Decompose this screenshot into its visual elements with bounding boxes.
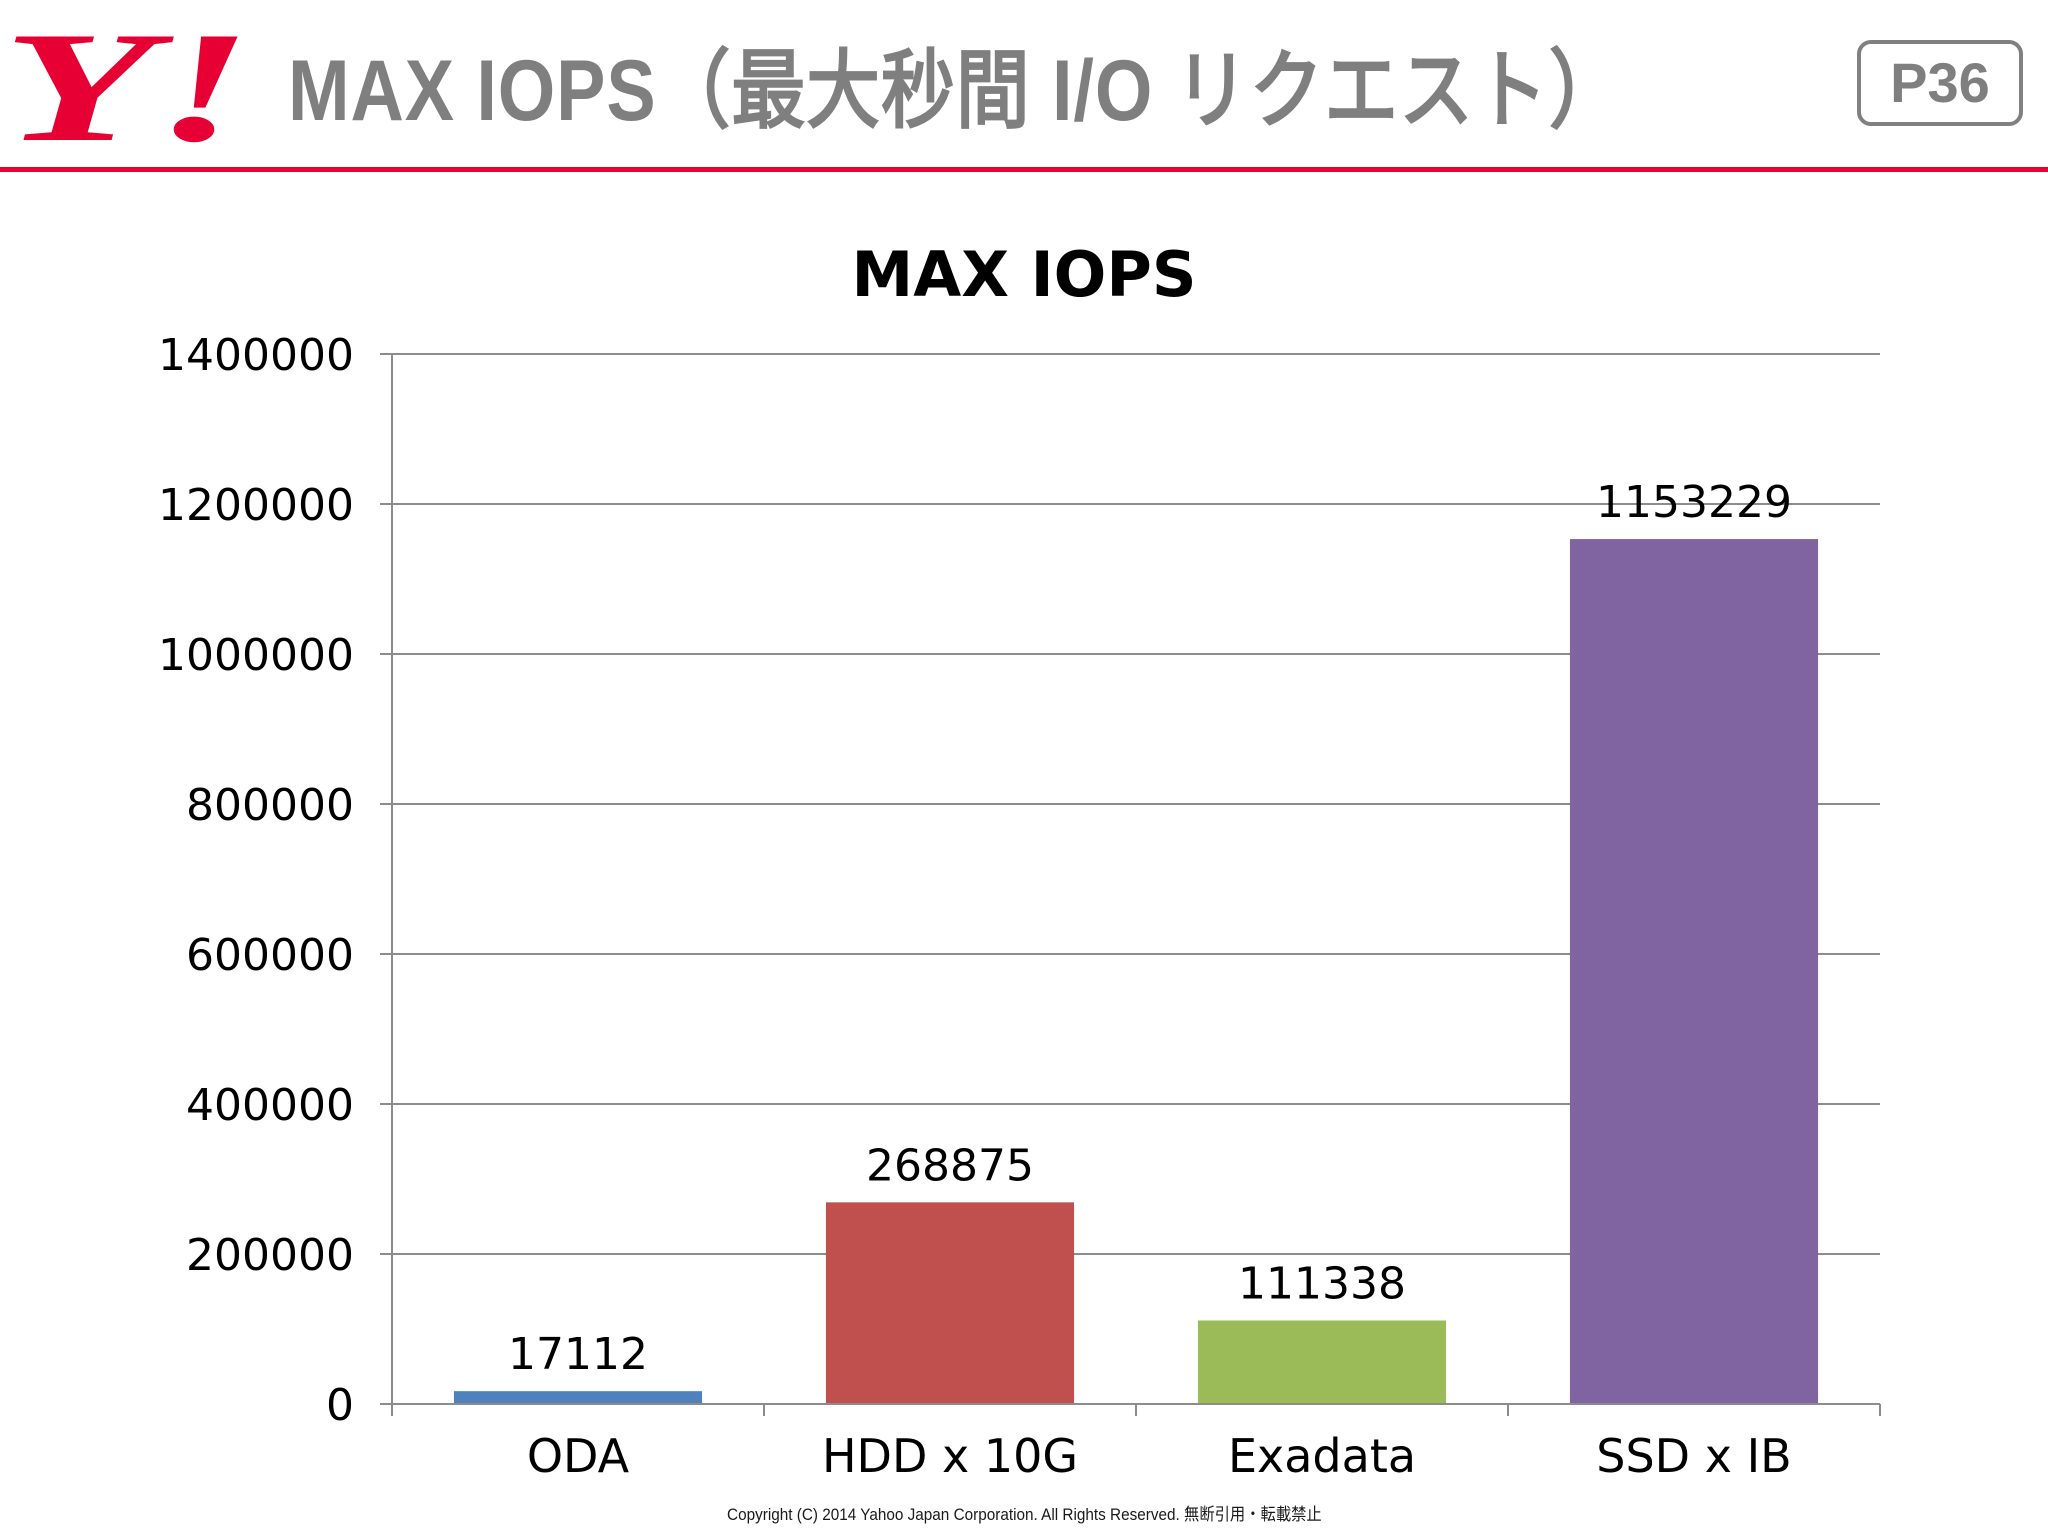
- yahoo-logo: Y!: [2, 0, 252, 156]
- bar-exadata: [1197, 1320, 1447, 1404]
- category-label: HDD x 10G: [822, 1429, 1078, 1483]
- data-label: 111338: [1238, 1258, 1406, 1309]
- labels: 0 200000 400000 600000 800000 1000000 1200000 1…: [158, 330, 1792, 1483]
- header-divider: [0, 167, 2048, 172]
- category-label: Exadata: [1228, 1429, 1416, 1483]
- data-label: 1153229: [1596, 477, 1792, 528]
- y-tick-label: 1000000: [158, 630, 354, 681]
- copyright-text: Copyright (C) 2014 Yahoo Japan Corporati…: [726, 1505, 1322, 1524]
- category-label: ODA: [527, 1429, 630, 1483]
- svg-text:Y!: Y!: [2, 0, 252, 156]
- bars: [453, 539, 1819, 1404]
- data-label: 17112: [508, 1329, 648, 1380]
- bar-hdd-x-10g: [825, 1202, 1075, 1404]
- y-tick-label: 800000: [186, 780, 354, 831]
- bar-ssd-x-ib: [1569, 539, 1819, 1404]
- axes: [380, 353, 1881, 1416]
- chart-title: MAX IOPS: [852, 238, 1197, 311]
- bar-oda: [453, 1391, 703, 1404]
- category-label: SSD x IB: [1596, 1429, 1791, 1483]
- slide-title: MAX IOPS（最大秒間 I/O リクエスト）: [288, 43, 1624, 139]
- y-tick-label: 200000: [186, 1230, 354, 1281]
- y-tick-label: 600000: [186, 930, 354, 981]
- copyright-footer: Copyright (C) 2014 Yahoo Japan Corporati…: [0, 1500, 2048, 1525]
- data-label: 268875: [866, 1140, 1034, 1191]
- y-tick-label: 1200000: [158, 480, 354, 531]
- y-tick-label: 0: [326, 1380, 354, 1431]
- y-tick-label: 400000: [186, 1080, 354, 1131]
- page-number-badge: P36: [1857, 40, 2023, 126]
- y-tick-label: 1400000: [158, 330, 354, 381]
